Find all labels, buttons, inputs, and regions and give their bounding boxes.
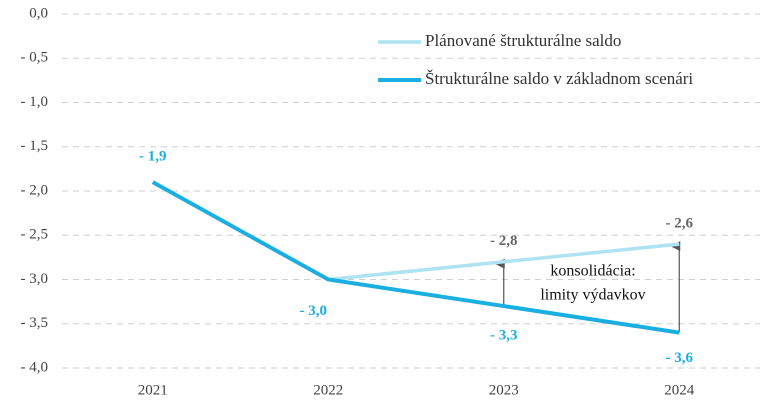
x-tick-label: 2023 — [489, 382, 519, 398]
annotation: konsolidácia: — [550, 263, 635, 280]
y-tick-label: - 1,0 — [21, 94, 49, 110]
x-tick-label: 2022 — [313, 382, 343, 398]
series-line — [151, 180, 680, 335]
y-tick-label: - 3,0 — [21, 271, 49, 287]
data-label: - 2,8 — [490, 233, 518, 249]
series-line — [328, 242, 680, 282]
data-label: - 2,6 — [666, 216, 694, 232]
x-tick-label: 2021 — [138, 382, 168, 398]
y-tick-label: - 3,5 — [21, 315, 49, 331]
y-tick-label: - 0,5 — [21, 50, 49, 66]
annotation: limity výdavkov — [540, 287, 645, 304]
data-label: - 3,6 — [666, 350, 694, 366]
legend-label: Štrukturálne saldo v základnom scenári — [425, 69, 693, 88]
y-tick-label: - 2,0 — [21, 182, 49, 198]
legend-label: Plánované štrukturálne saldo — [425, 31, 621, 50]
data-label: - 1,9 — [139, 149, 167, 165]
y-tick-label: 0,0 — [29, 5, 48, 21]
y-tick-label: - 2,5 — [21, 227, 49, 243]
x-tick-label: 2024 — [664, 382, 695, 398]
data-label: - 3,0 — [300, 303, 328, 319]
y-tick-label: - 1,5 — [21, 138, 49, 154]
data-label: - 3,3 — [490, 327, 518, 343]
y-tick-label: - 4,0 — [21, 359, 49, 375]
